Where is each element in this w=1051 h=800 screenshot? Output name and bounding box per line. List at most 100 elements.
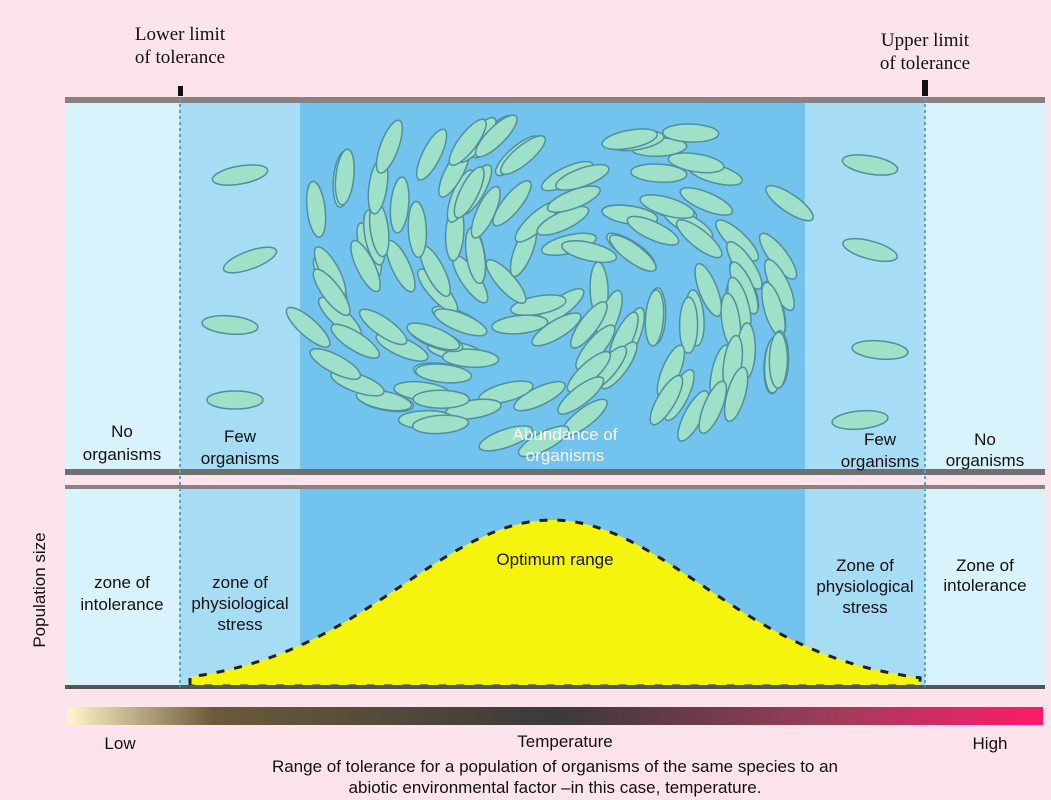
fish — [608, 234, 657, 273]
fish — [649, 374, 684, 426]
fish — [765, 184, 814, 222]
fish — [305, 180, 327, 238]
zone-label: No — [111, 422, 133, 441]
fish — [358, 308, 408, 346]
fish — [285, 306, 331, 348]
zone-label: zone of — [94, 573, 150, 592]
limit-tick — [922, 80, 928, 96]
fish — [474, 114, 518, 158]
fish-school — [201, 114, 909, 458]
fish — [678, 296, 699, 355]
zone-label: intolerance — [80, 595, 163, 614]
fish — [698, 380, 728, 435]
fish — [407, 200, 428, 259]
zone — [65, 98, 180, 472]
zone-label: Abundance of — [513, 425, 618, 444]
fish — [222, 246, 278, 274]
fish — [842, 237, 898, 263]
zone-label: intolerance — [943, 576, 1026, 595]
fish — [626, 215, 680, 246]
limit-label: Upper limit — [881, 30, 970, 51]
fish — [211, 164, 269, 186]
fish — [723, 366, 749, 423]
fish — [412, 389, 470, 409]
fish — [375, 119, 404, 174]
y-axis-label: Population size — [30, 532, 49, 647]
zone-label: organisms — [841, 452, 919, 471]
axis-label: Low — [104, 734, 136, 753]
zone-label: stress — [217, 615, 262, 634]
fish — [441, 348, 500, 369]
temperature-bar — [68, 707, 1043, 725]
fish — [561, 240, 618, 264]
fish — [601, 128, 659, 151]
tolerance-curve — [188, 518, 922, 688]
zone-label: organisms — [946, 451, 1024, 470]
zone — [180, 98, 300, 472]
fish — [639, 194, 695, 219]
fish — [513, 380, 566, 412]
fish — [694, 262, 723, 317]
zone — [180, 487, 300, 687]
fish — [630, 163, 688, 184]
fish — [492, 180, 532, 227]
fish — [662, 123, 720, 143]
fish — [679, 187, 734, 216]
fish — [531, 312, 582, 347]
fish — [768, 331, 789, 389]
fish — [312, 268, 351, 317]
fish — [206, 390, 264, 410]
upper-panel — [65, 97, 1045, 475]
fish — [851, 339, 909, 361]
zone-label: Optimum range — [496, 550, 613, 569]
fish — [406, 322, 461, 351]
fish — [569, 301, 608, 349]
fish — [411, 414, 470, 435]
fish — [667, 152, 725, 174]
zone-label: physiological — [191, 594, 288, 613]
zone — [805, 487, 925, 687]
zone-label: zone of — [212, 573, 268, 592]
fish — [557, 376, 605, 415]
zone — [925, 98, 1045, 472]
fish — [414, 363, 473, 384]
limit-tick — [178, 86, 183, 96]
zone-label: Few — [224, 427, 257, 446]
fish — [546, 185, 601, 213]
zone-label: physiological — [816, 577, 913, 596]
fish — [555, 163, 610, 191]
fish — [433, 308, 488, 337]
zone-label: organisms — [526, 446, 604, 465]
fish — [309, 347, 362, 380]
fish — [675, 219, 723, 259]
fish — [350, 239, 381, 293]
fish — [453, 166, 485, 219]
fish — [201, 314, 259, 336]
axis-title: Temperature — [517, 732, 612, 751]
limit-label: of tolerance — [880, 53, 970, 74]
fish — [389, 176, 410, 234]
fish — [644, 289, 665, 347]
caption: Range of tolerance for a population of o… — [272, 757, 838, 776]
fish — [334, 148, 355, 206]
fish — [478, 425, 534, 452]
fish — [330, 323, 381, 359]
fish — [831, 409, 889, 431]
caption: abiotic environmental factor –in this ca… — [349, 778, 762, 797]
limit-label: of tolerance — [135, 47, 225, 68]
fish — [841, 154, 899, 176]
zone-label: organisms — [83, 445, 161, 464]
fish — [491, 314, 549, 335]
axis-label: High — [973, 734, 1008, 753]
fish — [448, 118, 487, 166]
zone-label: Zone of — [956, 556, 1014, 575]
fish — [517, 425, 570, 458]
zone-label: organisms — [201, 449, 279, 468]
zone-label: stress — [842, 598, 887, 617]
fish — [499, 135, 546, 176]
zone-label: No — [974, 430, 996, 449]
limit-label: Lower limit — [135, 24, 226, 45]
zone-label: Few — [864, 430, 897, 449]
